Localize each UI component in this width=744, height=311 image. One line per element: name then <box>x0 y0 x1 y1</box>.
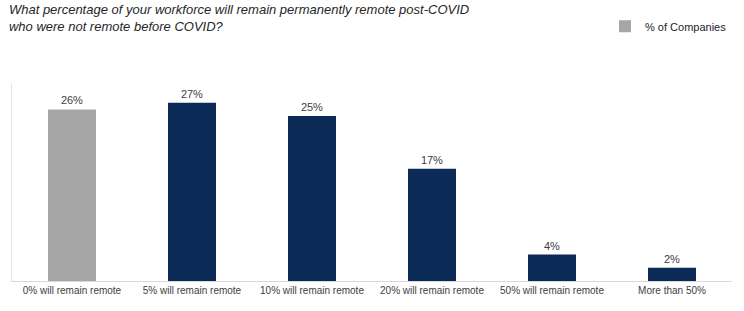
svg-text:4%: 4% <box>544 240 560 252</box>
svg-text:5% will remain remote: 5% will remain remote <box>143 285 242 296</box>
svg-text:50% will remain remote: 50% will remain remote <box>500 285 604 296</box>
svg-text:27%: 27% <box>181 88 203 100</box>
svg-text:26%: 26% <box>61 94 83 106</box>
svg-text:25%: 25% <box>301 101 323 113</box>
svg-text:% of Companies: % of Companies <box>645 21 726 33</box>
svg-text:0% will remain remote: 0% will remain remote <box>23 285 122 296</box>
svg-text:20% will remain remote: 20% will remain remote <box>380 285 484 296</box>
svg-text:2%: 2% <box>664 253 680 265</box>
svg-text:10% will remain remote: 10% will remain remote <box>260 285 364 296</box>
svg-text:More than 50%: More than 50% <box>638 285 706 296</box>
svg-text:17%: 17% <box>421 154 443 166</box>
svg-text:What percentage of your workfo: What percentage of your workforce will r… <box>9 2 469 34</box>
